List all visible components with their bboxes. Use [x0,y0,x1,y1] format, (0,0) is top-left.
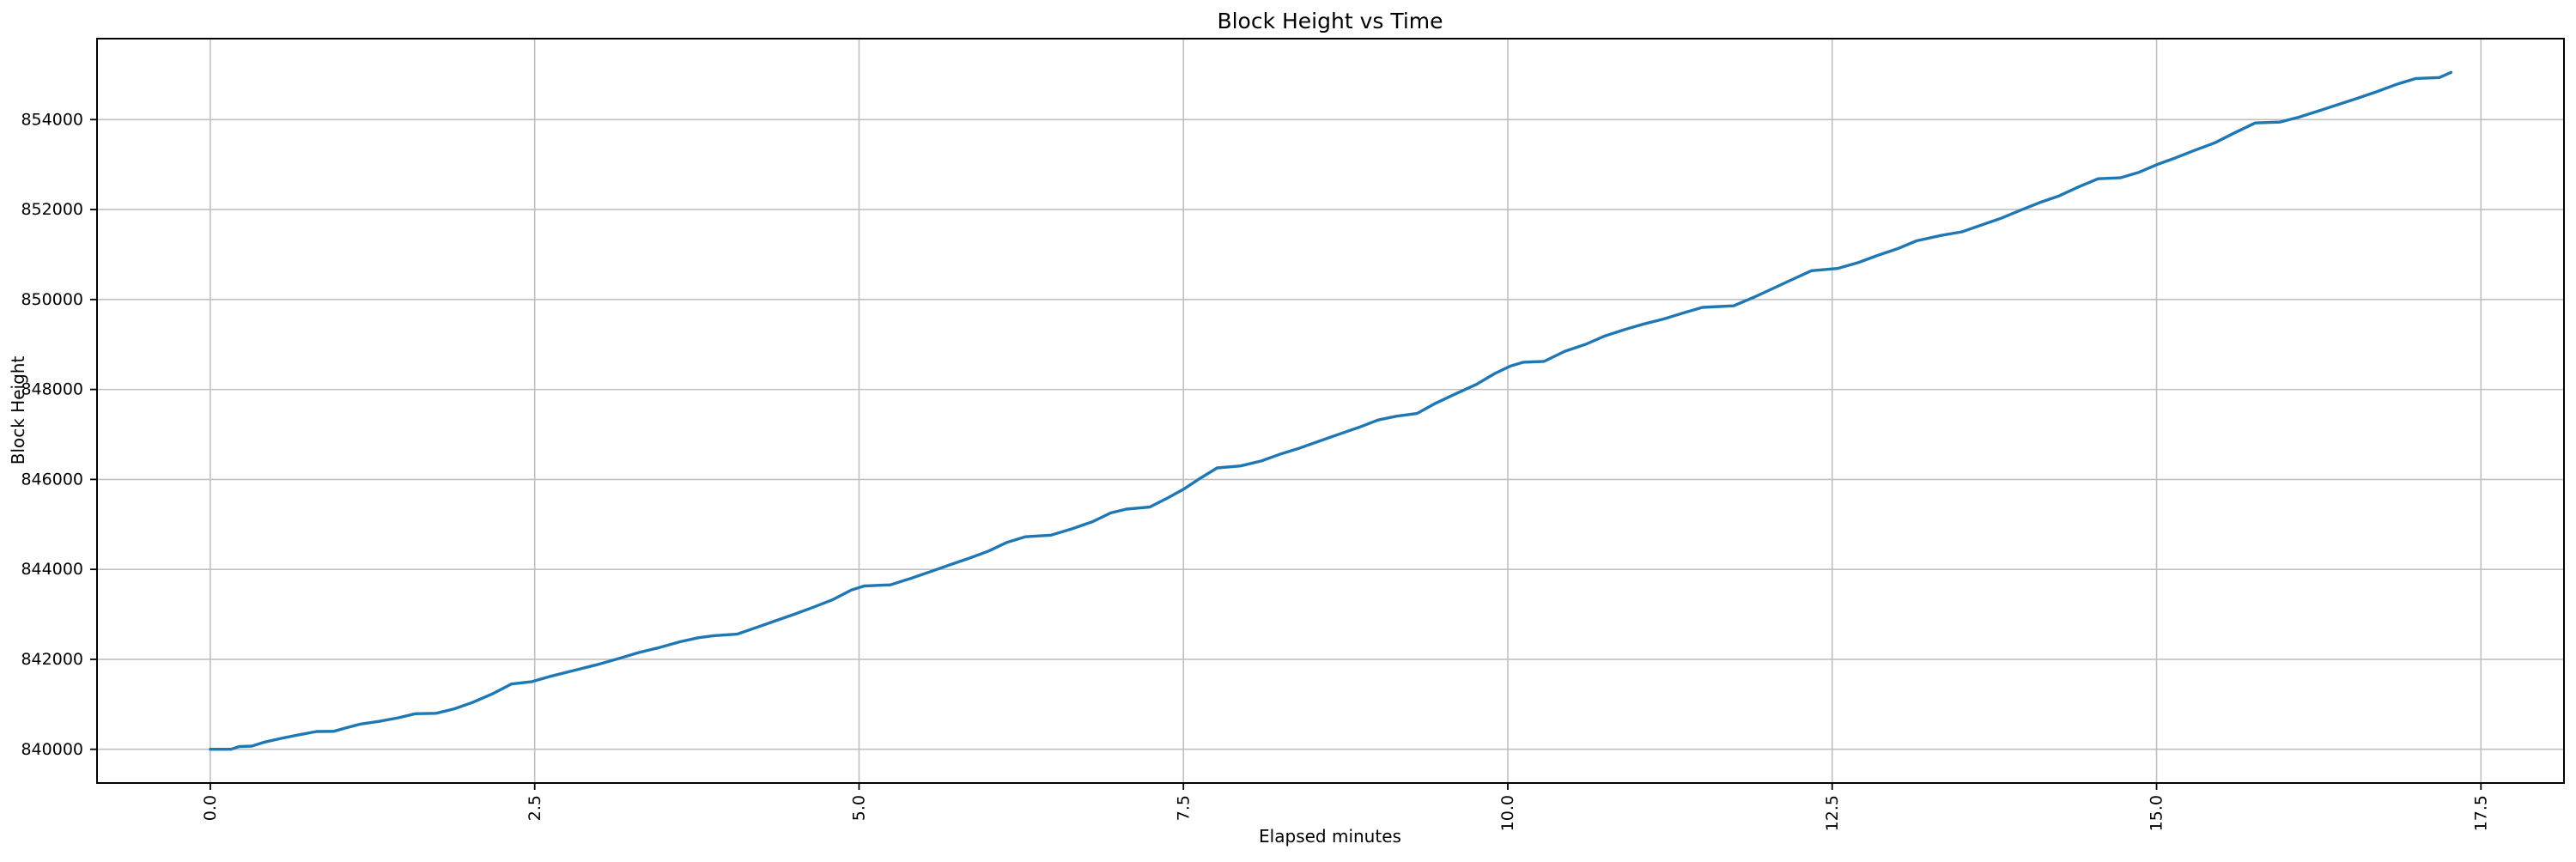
x-tick-label: 2.5 [526,795,544,821]
x-tick-label: 15.0 [2148,795,2166,831]
x-tick-label: 7.5 [1174,795,1193,821]
y-tick-label: 840000 [21,740,83,759]
x-tick-label: 17.5 [2471,795,2490,831]
y-tick-label: 852000 [21,200,83,219]
y-axis-label: Block Height [8,356,28,465]
tick-labels: 0.0 2.5 5.0 7.5 10.0 12.5 15.0 17.5 840000 842000… [21,110,2490,831]
block-height-line [209,70,2453,751]
x-tick-label: 5.0 [850,795,869,821]
x-tick-label: 0.0 [201,795,220,821]
axes [90,38,2565,790]
y-tick-label: 850000 [21,290,83,309]
y-tick-label: 846000 [21,470,83,489]
y-tick-label: 844000 [21,560,83,579]
x-tick-label: 12.5 [1823,795,1842,831]
series [209,70,2453,751]
y-tick-label: 842000 [21,650,83,669]
y-tick-label: 854000 [21,110,83,129]
x-tick-label: 10.0 [1498,795,1517,831]
plot-area-frame [96,38,2565,784]
x-axis-label: Elapsed minutes [1259,826,1401,847]
grid [97,39,2564,783]
y-tick-label: 848000 [21,380,83,399]
chart-title: Block Height vs Time [1217,9,1443,33]
